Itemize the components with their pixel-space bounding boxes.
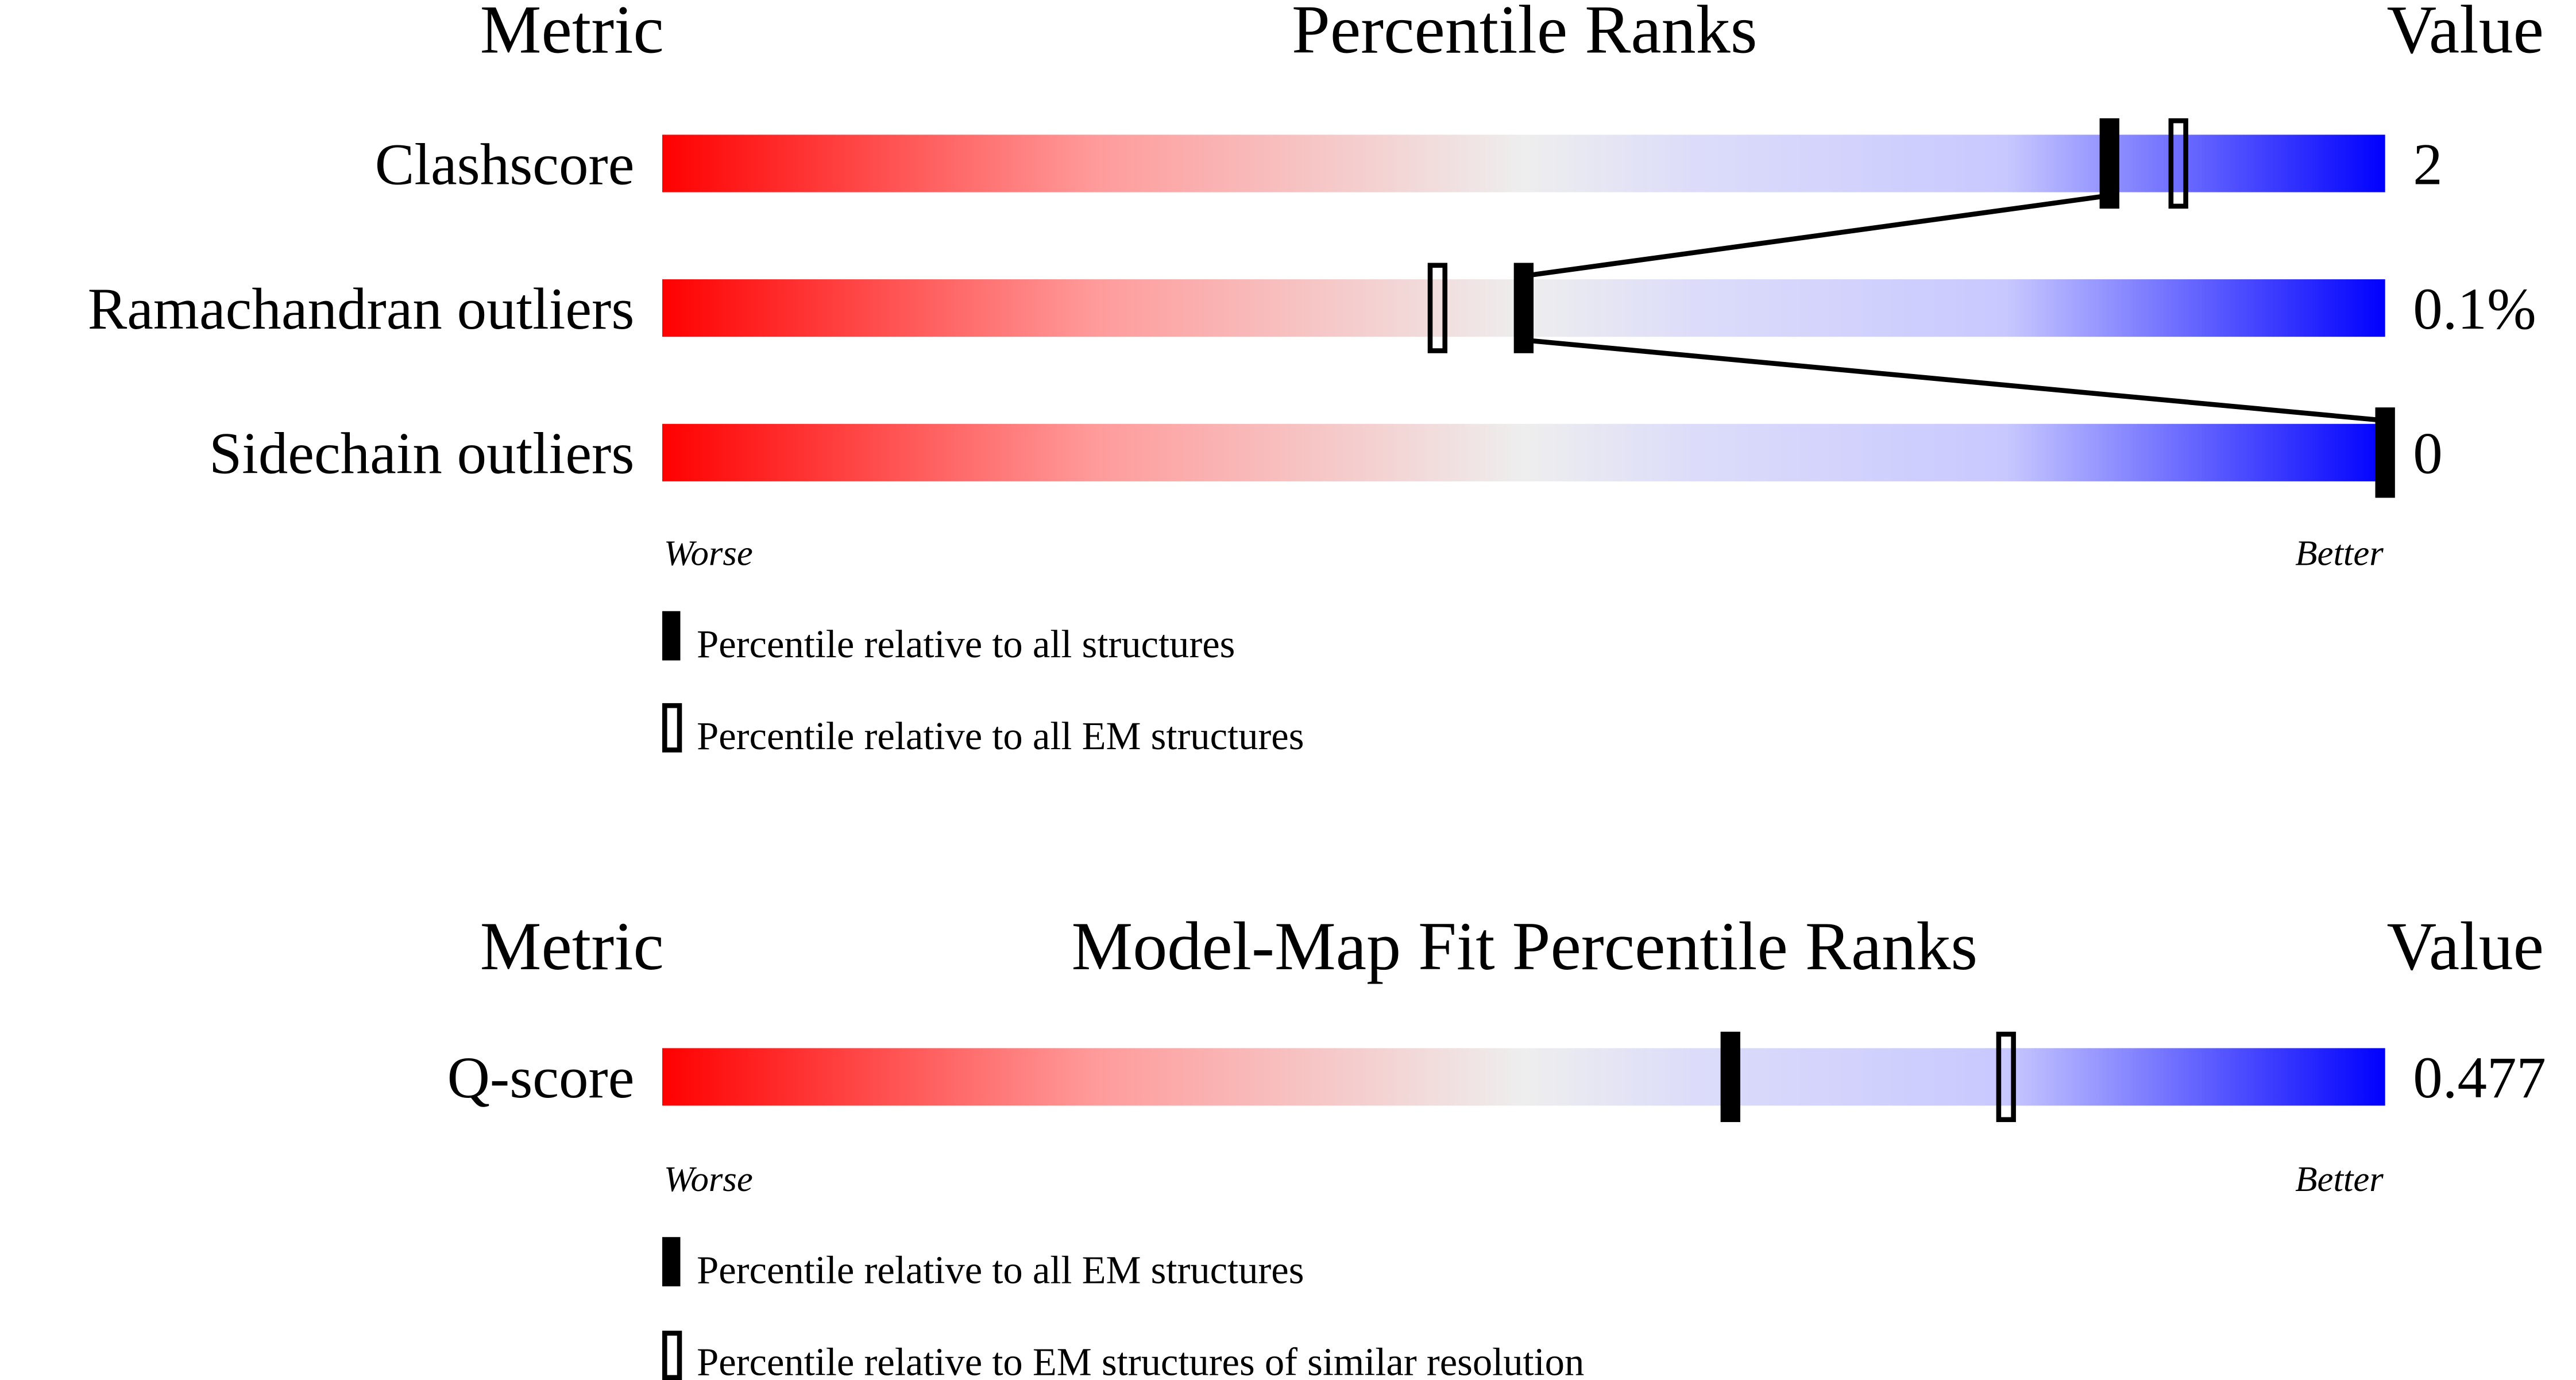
metric-label: Sidechain outliers: [209, 421, 634, 487]
metric-row: Sidechain outliers 0: [209, 407, 2443, 498]
metric-label: Ramachandran outliers: [88, 276, 635, 342]
panel-quality: Metric Percentile Ranks Value Clashscore…: [88, 0, 2544, 758]
legend-open-label: Percentile relative to EM structures of …: [697, 1340, 1584, 1380]
open-percentile-marker: [1996, 1031, 2016, 1123]
metric-label: Clashscore: [375, 132, 635, 197]
legend-filled-marker: [662, 1237, 681, 1287]
metric-row: Ramachandran outliers 0.1%: [88, 263, 2536, 353]
panel-model-map-fit: Metric Model-Map Fit Percentile Ranks Va…: [447, 908, 2546, 1380]
legend-filled-marker: [662, 611, 681, 661]
header-value: Value: [2387, 0, 2544, 68]
metric-value: 0.1%: [2413, 276, 2536, 342]
percentile-bar: [662, 134, 2385, 192]
metric-value: 0.477: [2413, 1045, 2546, 1111]
header-metric: Metric: [480, 0, 664, 68]
better-label: Better: [2295, 1159, 2384, 1199]
percentile-bar: [662, 423, 2385, 481]
open-percentile-marker: [1427, 263, 1448, 353]
percentile-bar: [662, 1048, 2385, 1106]
marker-connector-line: [1523, 337, 2386, 423]
filled-percentile-marker: [2099, 118, 2119, 209]
legend-open-marker: [662, 703, 682, 753]
metric-row: Clashscore 2: [375, 118, 2443, 209]
header-title: Model-Map Fit Percentile Ranks: [1071, 908, 1978, 984]
filled-percentile-marker: [1720, 1031, 1740, 1123]
marker-connector-line: [1523, 193, 2110, 279]
legend-filled-label: Percentile relative to all structures: [697, 622, 1235, 666]
header-title: Percentile Ranks: [1292, 0, 1757, 68]
metric-value: 2: [2413, 132, 2442, 197]
worse-label: Worse: [664, 533, 753, 573]
metric-row: Q-score 0.477: [447, 1031, 2546, 1123]
metric-label: Q-score: [447, 1045, 635, 1111]
legend-filled-label: Percentile relative to all EM structures: [697, 1248, 1304, 1292]
header-metric: Metric: [480, 908, 664, 984]
better-label: Better: [2295, 533, 2384, 573]
worse-label: Worse: [664, 1159, 753, 1199]
metric-value: 0: [2413, 421, 2442, 487]
filled-percentile-marker: [2375, 407, 2395, 498]
open-percentile-marker: [2168, 118, 2188, 209]
filled-percentile-marker: [1513, 263, 1534, 353]
legend-open-label: Percentile relative to all EM structures: [697, 714, 1304, 758]
legend-open-marker: [662, 1331, 682, 1380]
header-value: Value: [2387, 908, 2544, 984]
